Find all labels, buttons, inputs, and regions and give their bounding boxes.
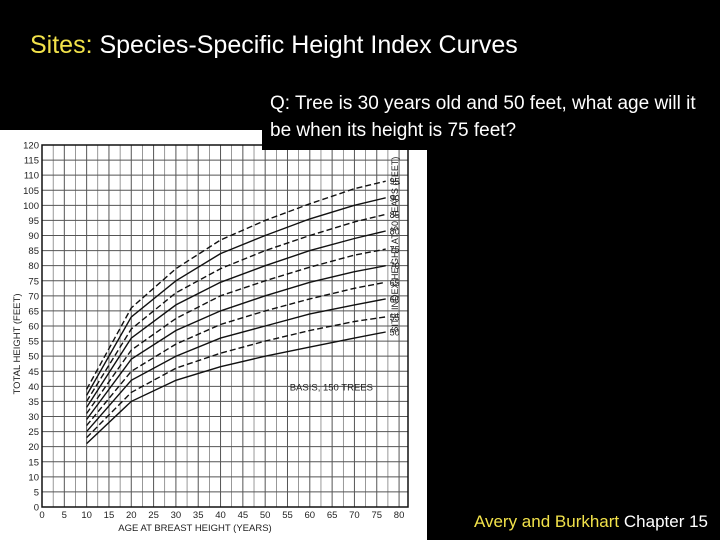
site-index-curve-90 [85, 197, 386, 396]
slide-title: Sites: Species-Specific Height Index Cur… [30, 31, 518, 60]
curve-label-70: 70 [390, 261, 400, 271]
y-tick-label: 50 [28, 352, 39, 363]
grid [41, 144, 408, 508]
y-tick-label: 90 [28, 231, 39, 242]
curve-label-85: 85 [390, 210, 400, 220]
title-rest: Species-Specific Height Index Curves [92, 31, 518, 59]
curve-label-55: 55 [390, 312, 400, 322]
site-index-curve-70 [86, 265, 386, 420]
x-tick-label: 0 [39, 510, 44, 521]
y-tick-label: 40 [28, 382, 39, 393]
site-index-curve-55 [86, 316, 386, 439]
x-tick-label: 5 [62, 510, 67, 521]
y-tick-label: 110 [24, 171, 39, 182]
y-tick-label: 75 [28, 276, 39, 287]
footer-rest: Chapter 15 [619, 512, 708, 531]
footer-authors: Avery and Burkhart [473, 512, 620, 531]
y-tick-label: 100 [23, 201, 39, 212]
curve-label-75: 75 [390, 245, 400, 255]
axes [41, 144, 409, 508]
curve-label-95: 95 [390, 177, 400, 187]
x-tick-label: 20 [126, 510, 137, 521]
site-index-chart: 0510152025303540455055606570758085909510… [12, 141, 409, 535]
x-tick-label: 10 [81, 510, 92, 521]
site-index-curve-85 [86, 213, 386, 402]
question-text: Q: Tree is 30 years old and 50 feet, wha… [262, 88, 720, 150]
x-tick-label: 35 [193, 510, 204, 521]
y-tick-label: 85 [28, 246, 39, 257]
x-tick-label: 40 [215, 510, 226, 521]
curve-label-80: 80 [390, 226, 400, 236]
x-tick-label: 45 [238, 510, 249, 521]
site-index-curve-60 [86, 298, 386, 433]
chart-panel: 0 5 10 15 20 25 30 35 40 45 50 55 60 65 70 75 80 85 90 95 10… [0, 130, 427, 540]
y-tick-label: 5 [34, 487, 39, 498]
x-tick-label: 55 [282, 510, 293, 521]
y-tick-label: 115 [24, 156, 39, 167]
curve-label-50: 50 [390, 328, 400, 338]
y-tick-label: 60 [28, 322, 39, 333]
y-tick-label: 65 [28, 306, 39, 317]
y-tick-label: 55 [28, 337, 39, 348]
y-tick-label: 20 [28, 442, 39, 453]
x-axis-label: AGE AT BREAST HEIGHT (YEARS) [118, 523, 271, 534]
curve-label-90: 90 [390, 193, 400, 203]
site-index-curve-80 [86, 230, 386, 408]
x-tick-label: 25 [148, 510, 159, 521]
site-index-curve-75 [86, 248, 386, 414]
x-tick-label: 50 [260, 510, 271, 521]
basis-annotation: BASIS, 150 TREES [290, 382, 373, 393]
x-tick-label: 15 [104, 510, 115, 521]
y-tick-label: 10 [28, 472, 39, 483]
site-index-axis-label: SITE INDEX HEIGHT AT 50 YEARS (FEET) [390, 157, 400, 333]
title-prefix: Sites: [30, 31, 93, 59]
y-tick-label: 95 [28, 216, 39, 227]
x-tick-label: 70 [349, 510, 360, 521]
curve-label-60: 60 [390, 294, 400, 304]
y-tick-label: 15 [28, 457, 39, 468]
curve-label-65: 65 [390, 278, 400, 288]
y-tick-label: 105 [23, 186, 39, 197]
x-tick-label: 60 [305, 510, 316, 521]
y-tick-label: 0 [34, 503, 39, 514]
y-tick-label: 35 [28, 397, 39, 408]
y-axis-label: TOTAL HEIGHT (FEET) [12, 294, 23, 395]
y-tick-label: 80 [28, 261, 39, 272]
y-tick-label: 30 [28, 412, 39, 423]
x-tick-label: 75 [371, 510, 382, 521]
x-tick-label: 65 [327, 510, 338, 521]
curves [85, 180, 386, 445]
x-tick-label: 30 [171, 510, 182, 521]
site-index-curve-65 [86, 281, 386, 427]
plot-frame [41, 144, 409, 508]
x-tick-label: 80 [394, 510, 405, 521]
labels: 0510152025303540455055606570758085909510… [12, 141, 404, 535]
footer-citation: Avery and Burkhart Chapter 15 [474, 512, 708, 532]
site-index-curve-95 [85, 180, 386, 390]
site-index-curve-50 [86, 331, 386, 445]
y-tick-label: 45 [28, 367, 39, 378]
y-tick-label: 70 [28, 291, 39, 302]
y-tick-label: 25 [28, 427, 39, 438]
y-tick-label: 120 [23, 141, 39, 152]
